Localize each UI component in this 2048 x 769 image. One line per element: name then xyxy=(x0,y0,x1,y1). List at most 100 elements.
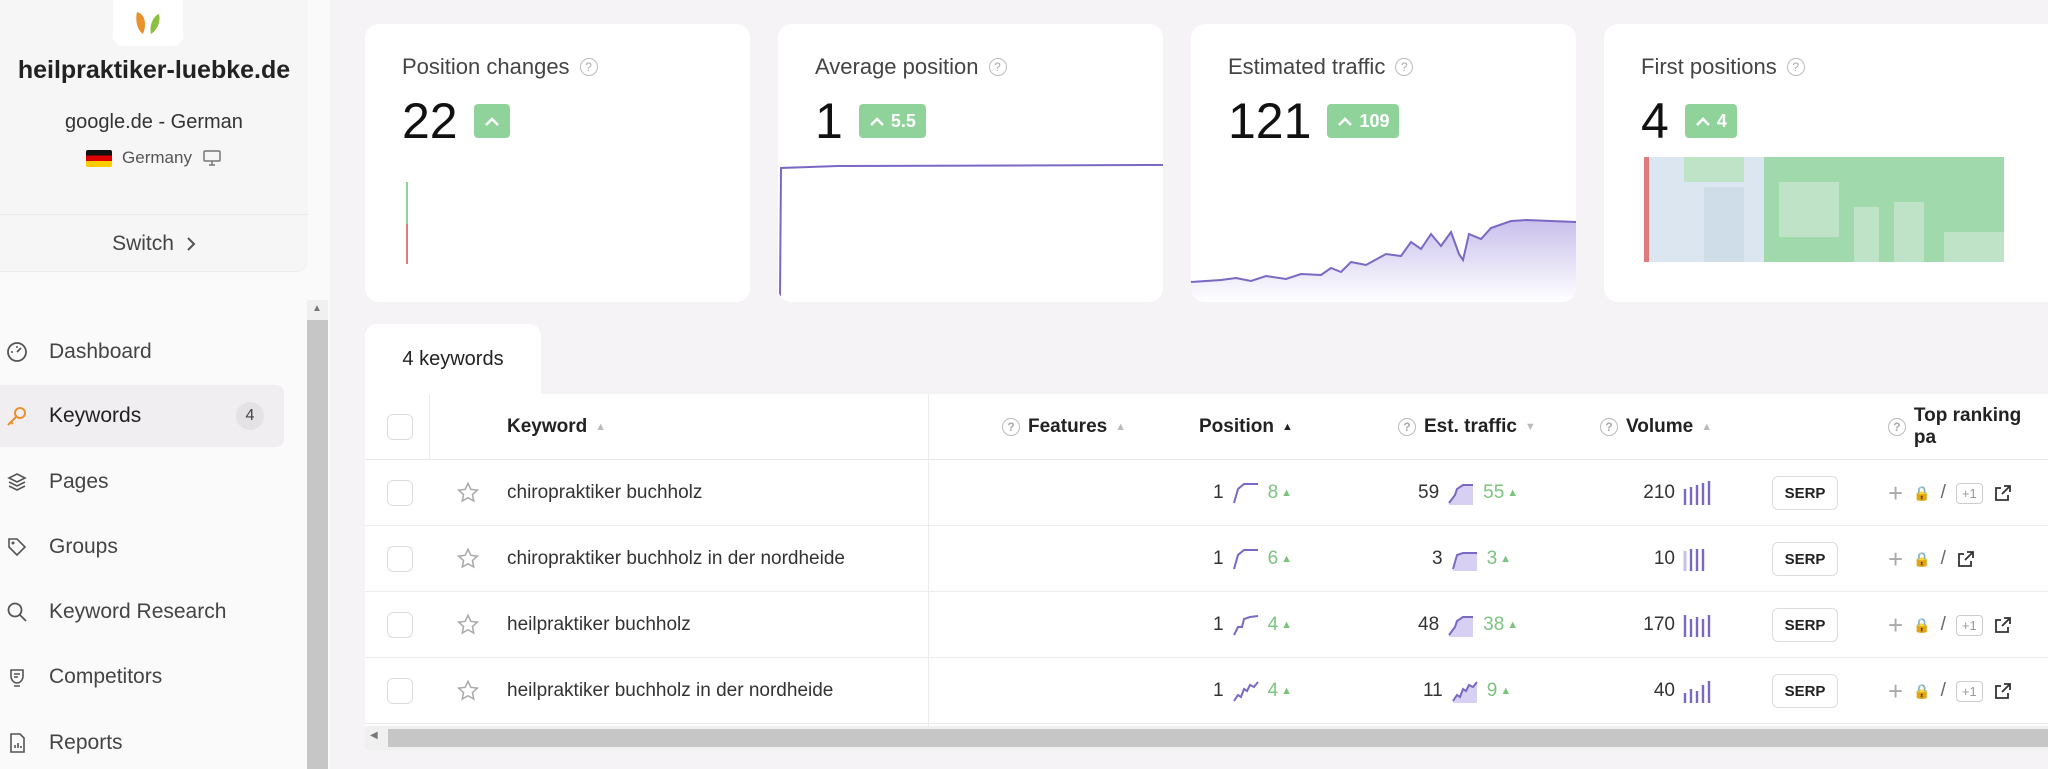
table-row[interactable]: heilpraktiker buchholz in der nordheide … xyxy=(365,658,2048,724)
nav-label: Reports xyxy=(49,731,123,754)
external-link-icon[interactable] xyxy=(1993,483,2013,503)
table-row[interactable]: heilpraktiker buchholz 1 4 ▲ 48 38 ▲ 170 S… xyxy=(365,592,2048,658)
card-title-text: Position changes xyxy=(402,54,570,79)
card-value: 121 109 xyxy=(1228,92,1400,150)
table-scrollbar-thumb[interactable] xyxy=(388,729,2048,747)
position-sparkline xyxy=(1232,549,1258,570)
help-icon[interactable]: ? xyxy=(1002,418,1020,436)
delta-value: 4 xyxy=(1716,110,1727,131)
star-icon[interactable] xyxy=(455,678,481,704)
row-checkbox[interactable] xyxy=(387,612,413,638)
row-checkbox[interactable] xyxy=(387,546,413,572)
arrow-up-icon: ▲ xyxy=(1500,553,1512,565)
star-icon[interactable] xyxy=(455,612,481,638)
project-card: heilpraktiker-luebke.de google.de - Germ… xyxy=(0,0,308,272)
column-features[interactable]: ? Features ▲ xyxy=(1002,394,1126,460)
add-icon[interactable]: + xyxy=(1888,477,1904,508)
column-top-ranking[interactable]: ? Top ranking pa xyxy=(1888,394,2048,460)
plus-one-badge[interactable]: +1 xyxy=(1955,482,1983,504)
card-value: 1 5.5 xyxy=(815,92,926,150)
column-volume[interactable]: ? Volume ▲ xyxy=(1600,394,1712,460)
nav-pages[interactable]: Pages xyxy=(0,451,284,513)
add-icon[interactable]: + xyxy=(1888,543,1904,574)
star-icon[interactable] xyxy=(455,480,481,506)
average-position-sparkline xyxy=(779,164,1163,297)
help-icon[interactable]: ? xyxy=(1786,58,1805,76)
star-icon[interactable] xyxy=(455,546,481,572)
traffic-sparkline xyxy=(1451,552,1477,571)
position-value: 1 xyxy=(1213,482,1224,503)
tag-icon xyxy=(4,534,30,560)
nav-competitors[interactable]: Competitors xyxy=(0,646,284,708)
keyword-cell[interactable]: heilpraktiker buchholz xyxy=(507,614,691,635)
row-checkbox[interactable] xyxy=(387,480,413,506)
position-sparkline xyxy=(1232,615,1258,636)
traffic-value: 48 xyxy=(1418,614,1440,635)
arrow-up-icon: ▲ xyxy=(1281,685,1293,697)
card-value-text: 4 xyxy=(1641,93,1669,149)
arrow-up-icon: ▲ xyxy=(1500,685,1512,697)
search-icon xyxy=(4,599,30,625)
traffic-change: 55 xyxy=(1483,482,1505,503)
position-changes-sparkline xyxy=(406,182,408,264)
nav-groups[interactable]: Groups xyxy=(0,516,284,578)
add-icon[interactable]: + xyxy=(1888,609,1904,640)
switch-project-button[interactable]: Switch xyxy=(0,214,308,272)
position-change: 6 xyxy=(1267,548,1279,569)
table-row[interactable]: chiropraktiker buchholz 1 8 ▲ 59 55 ▲ 210 … xyxy=(365,460,2048,526)
key-icon xyxy=(4,403,30,429)
help-icon[interactable]: ? xyxy=(1395,58,1414,76)
position-value: 1 xyxy=(1213,614,1224,635)
serp-button[interactable]: SERP xyxy=(1772,674,1838,708)
traffic-value: 3 xyxy=(1432,548,1443,569)
card-value: 22 xyxy=(402,92,510,150)
column-label: Volume xyxy=(1626,416,1694,437)
keyword-cell[interactable]: chiropraktiker buchholz xyxy=(507,482,703,503)
nav-reports[interactable]: Reports xyxy=(0,712,284,769)
help-icon[interactable]: ? xyxy=(579,58,598,76)
nav-label: Keyword Research xyxy=(49,600,227,623)
help-icon[interactable]: ? xyxy=(988,58,1007,76)
sidebar-scrollbar-thumb[interactable] xyxy=(307,320,328,769)
arrow-up-icon xyxy=(484,117,499,126)
plus-one-badge[interactable]: +1 xyxy=(1955,614,1983,636)
traffic-sparkline xyxy=(1448,484,1474,505)
column-est-traffic[interactable]: ? Est. traffic ▼ xyxy=(1398,394,1536,460)
serp-button[interactable]: SERP xyxy=(1772,476,1838,510)
card-title: Estimated traffic? xyxy=(1228,54,1414,80)
scroll-left-icon[interactable]: ◀ xyxy=(370,730,378,741)
help-icon[interactable]: ? xyxy=(1600,418,1618,436)
scroll-up-icon[interactable]: ▲ xyxy=(312,303,322,314)
arrow-up-icon: ▲ xyxy=(1281,553,1293,565)
serp-button[interactable]: SERP xyxy=(1772,608,1838,642)
card-value-text: 121 xyxy=(1228,93,1312,149)
external-link-icon[interactable] xyxy=(1956,549,1976,569)
select-all-checkbox[interactable] xyxy=(387,414,413,440)
keyword-cell[interactable]: chiropraktiker buchholz in der nordheide xyxy=(507,548,845,569)
row-checkbox[interactable] xyxy=(387,678,413,704)
delta-badge: 4 xyxy=(1684,104,1737,138)
plus-one-badge[interactable]: +1 xyxy=(1955,680,1983,702)
add-icon[interactable]: + xyxy=(1888,675,1904,706)
traffic-value: 11 xyxy=(1423,680,1443,701)
serp-button[interactable]: SERP xyxy=(1772,542,1838,576)
external-link-icon[interactable] xyxy=(1993,615,2013,635)
site-logo xyxy=(113,0,183,46)
nav-dashboard[interactable]: Dashboard xyxy=(0,321,284,383)
keyword-cell[interactable]: heilpraktiker buchholz in der nordheide xyxy=(507,680,834,701)
position-change: 4 xyxy=(1267,614,1279,635)
column-keyword[interactable]: Keyword ▲ xyxy=(507,394,606,460)
column-position[interactable]: Position ▲ xyxy=(1199,394,1293,460)
tab-keywords[interactable]: 4 keywords xyxy=(365,324,541,394)
position-changes-card: Position changes? 22 xyxy=(365,24,750,302)
sort-icon: ▲ xyxy=(595,421,607,433)
estimated-traffic-sparkline xyxy=(1191,218,1576,302)
traffic-sparkline xyxy=(1451,681,1478,703)
card-title: Average position? xyxy=(815,54,1007,80)
help-icon[interactable]: ? xyxy=(1888,418,1906,436)
help-icon[interactable]: ? xyxy=(1398,418,1416,436)
nav-keywords[interactable]: Keywords 4 xyxy=(0,385,284,447)
external-link-icon[interactable] xyxy=(1993,681,2013,701)
nav-keyword-research[interactable]: Keyword Research xyxy=(0,581,284,643)
table-row[interactable]: chiropraktiker buchholz in der nordheide… xyxy=(365,526,2048,592)
